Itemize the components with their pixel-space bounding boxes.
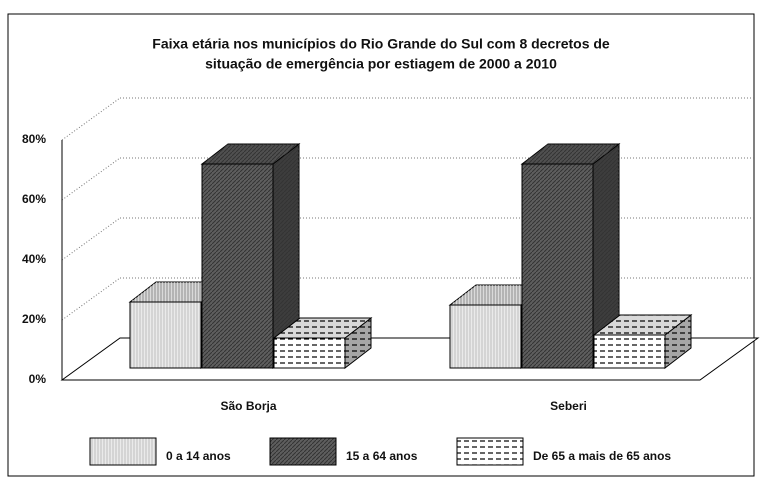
bar-side-pattern: [665, 315, 691, 368]
bar-front-pattern: [129, 301, 202, 369]
y-tick-label: 80%: [22, 132, 46, 146]
chart-border: [7, 13, 755, 477]
bar-front-pattern: [449, 304, 522, 369]
bar-top-pattern: [594, 315, 691, 335]
legend-item: 15 a 64 anos: [269, 437, 418, 466]
y-tick-label: 40%: [22, 252, 46, 266]
bar: [272, 316, 373, 370]
bar-front-pattern: [521, 163, 594, 369]
bar: [520, 142, 621, 370]
y-tick-label: 0%: [29, 372, 47, 386]
x-tick-label: São Borja: [220, 399, 276, 413]
bar: [200, 142, 301, 370]
bar-top-pattern: [522, 144, 619, 164]
bar-front-pattern: [201, 163, 274, 369]
legend-swatch-pattern: [269, 437, 337, 466]
legend-swatch-pattern: [456, 437, 524, 466]
bar-side-pattern: [593, 144, 619, 368]
legend-label: 15 a 64 anos: [346, 449, 418, 463]
bar: [592, 313, 693, 370]
chart-title: situação de emergência por estiagem de 2…: [205, 56, 557, 72]
legend-label: De 65 a mais de 65 anos: [533, 449, 671, 463]
bar-side-pattern: [273, 144, 299, 368]
chart-title: Faixa etária nos municípios do Rio Grand…: [152, 36, 610, 52]
bar-top-pattern: [274, 318, 371, 338]
bar-top-pattern: [202, 144, 299, 164]
y-tick-label: 60%: [22, 192, 46, 206]
bar-front-pattern: [593, 334, 666, 369]
bar-front-pattern: [273, 337, 346, 369]
bar-side-pattern: [345, 318, 371, 368]
x-tick-label: Seberi: [550, 399, 587, 413]
legend-label: 0 a 14 anos: [166, 449, 231, 463]
legend-item: 0 a 14 anos: [89, 437, 231, 466]
legend-swatch-pattern: [89, 437, 157, 466]
y-tick-label: 20%: [22, 312, 46, 326]
legend-item: De 65 a mais de 65 anos: [456, 437, 671, 466]
